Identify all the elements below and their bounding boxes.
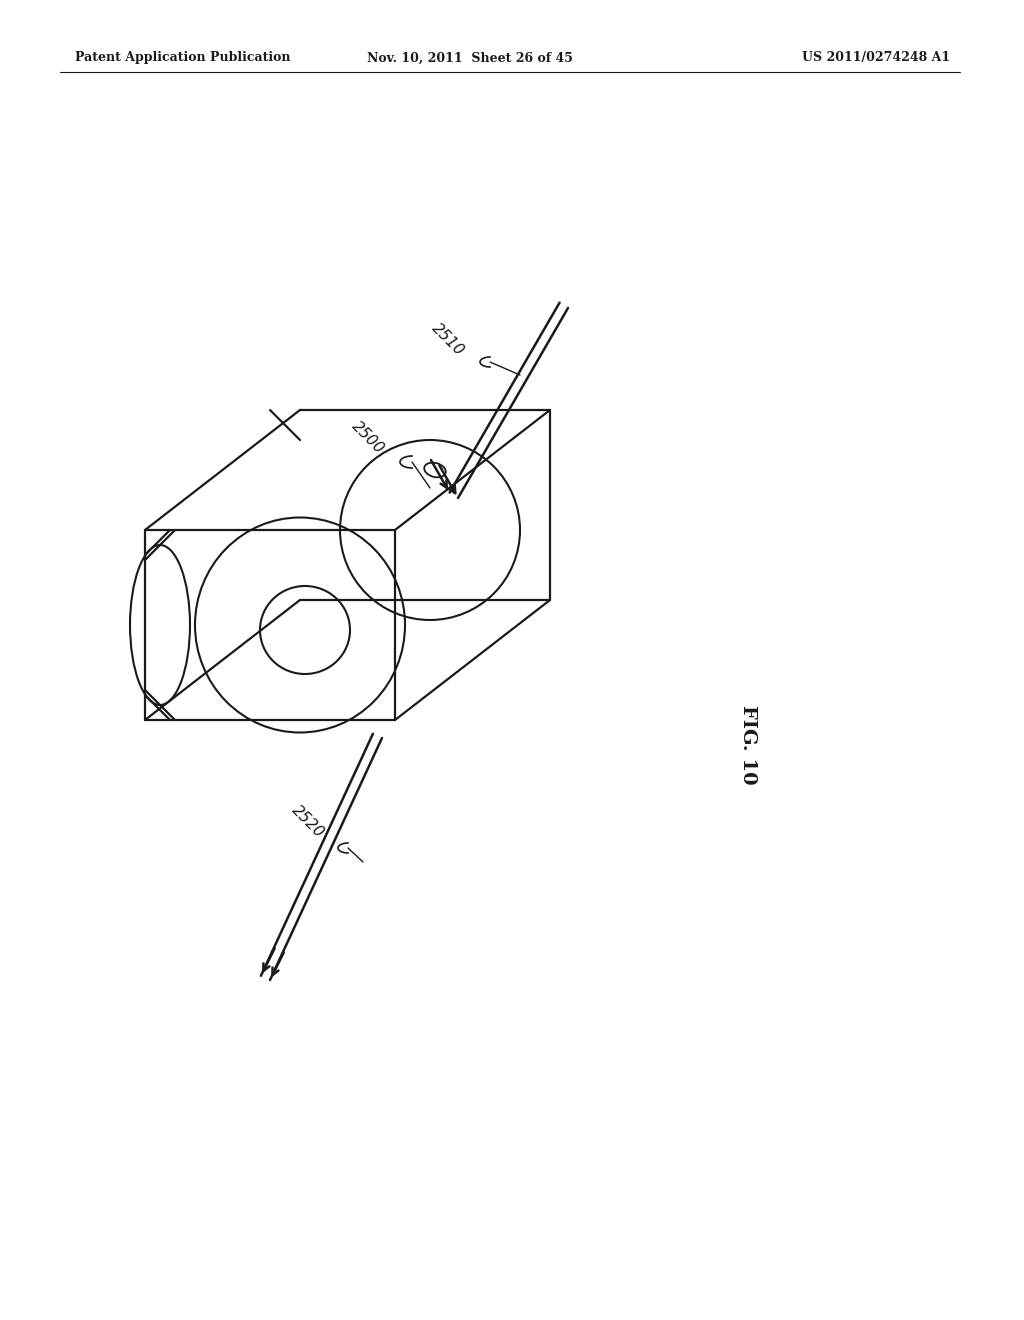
Text: 2520: 2520	[289, 803, 327, 841]
Text: Patent Application Publication: Patent Application Publication	[75, 51, 291, 65]
Text: FIG. 10: FIG. 10	[739, 705, 757, 785]
Text: 2510: 2510	[429, 321, 467, 359]
Text: 2500: 2500	[349, 418, 387, 457]
Text: US 2011/0274248 A1: US 2011/0274248 A1	[802, 51, 950, 65]
Text: Nov. 10, 2011  Sheet 26 of 45: Nov. 10, 2011 Sheet 26 of 45	[367, 51, 573, 65]
